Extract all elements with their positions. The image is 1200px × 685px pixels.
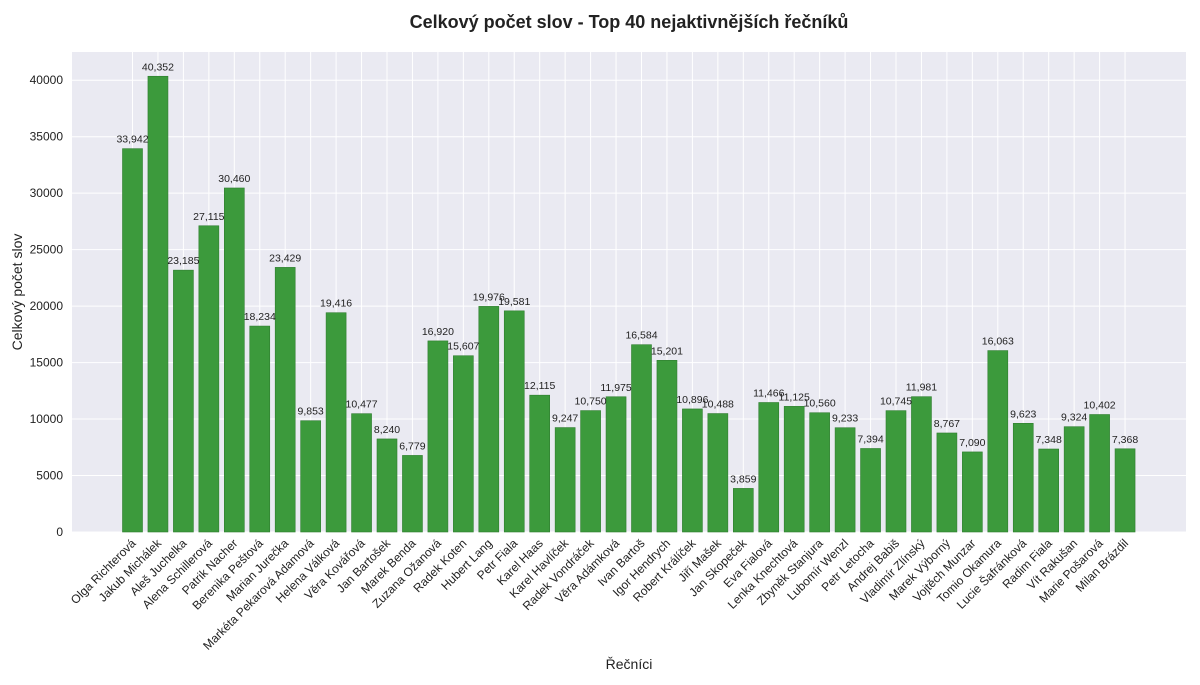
data-label: 8,767	[934, 418, 960, 430]
bar	[809, 412, 830, 533]
bar	[554, 427, 576, 533]
bar	[402, 455, 423, 533]
y-tick-label: 10000	[30, 412, 64, 426]
bar	[427, 340, 449, 533]
bar	[173, 269, 194, 533]
bar	[147, 75, 169, 533]
bar	[529, 394, 551, 533]
bar	[860, 448, 881, 533]
data-label: 10,896	[676, 394, 708, 406]
data-label: 15,201	[651, 345, 683, 357]
data-label: 16,920	[422, 326, 454, 338]
data-label: 7,348	[1036, 434, 1062, 446]
bar	[351, 413, 372, 533]
data-label: 6,779	[399, 440, 425, 452]
bar	[478, 306, 500, 533]
bar	[834, 427, 856, 533]
data-label: 10,745	[880, 396, 912, 408]
data-label: 19,976	[473, 291, 505, 303]
data-label: 7,368	[1112, 434, 1138, 446]
data-label: 9,324	[1061, 412, 1087, 424]
bar	[707, 413, 729, 533]
bar	[580, 410, 601, 533]
bar	[962, 451, 983, 533]
bar	[376, 438, 398, 533]
bar	[1114, 448, 1136, 533]
data-label: 9,623	[1010, 408, 1036, 420]
bar	[911, 396, 932, 533]
data-label: 19,416	[320, 298, 352, 310]
y-tick-label: 30000	[30, 186, 64, 200]
data-label: 33,942	[116, 134, 148, 146]
y-tick-label: 35000	[30, 130, 64, 144]
data-label: 7,394	[857, 433, 883, 445]
bar	[1012, 423, 1034, 533]
bar	[122, 148, 143, 533]
y-tick-label: 5000	[36, 469, 63, 483]
bar	[224, 187, 245, 533]
data-label: 7,090	[959, 437, 985, 449]
x-axis-label: Řečníci	[606, 656, 653, 672]
data-label: 10,402	[1084, 400, 1116, 412]
data-label: 9,853	[298, 406, 324, 418]
bar	[936, 432, 958, 533]
bar	[987, 350, 1009, 533]
data-label: 40,352	[142, 61, 174, 73]
data-label: 9,247	[552, 413, 578, 425]
bar	[300, 420, 321, 533]
bar	[453, 355, 474, 533]
y-axis-label: Celkový počet slov	[9, 234, 25, 351]
data-label: 10,560	[804, 398, 836, 410]
data-label: 16,063	[982, 336, 1014, 348]
data-label: 11,975	[600, 382, 631, 394]
bar	[758, 402, 780, 533]
data-label: 3,859	[730, 473, 756, 485]
bar	[1038, 448, 1059, 533]
bar	[605, 396, 627, 533]
data-label: 16,584	[625, 330, 657, 342]
bar	[732, 488, 754, 533]
y-tick-label: 25000	[30, 243, 64, 257]
data-label: 10,477	[345, 399, 377, 411]
bar	[885, 410, 907, 533]
data-label: 23,185	[167, 255, 199, 267]
bar	[656, 360, 678, 533]
bar	[682, 408, 703, 533]
bar	[631, 344, 652, 533]
data-label: 19,581	[498, 296, 530, 308]
data-label: 10,750	[575, 396, 607, 408]
data-label: 27,115	[193, 211, 224, 223]
bar	[249, 325, 271, 533]
bar	[274, 267, 296, 533]
bar	[1063, 426, 1085, 533]
data-label: 15,607	[447, 341, 479, 353]
data-label: 11,466	[753, 388, 784, 400]
chart-title: Celkový počet slov - Top 40 nejaktivnějš…	[410, 12, 849, 32]
data-label: 18,234	[244, 311, 276, 323]
bar	[1089, 414, 1110, 533]
bar	[198, 225, 220, 533]
bar	[325, 312, 347, 533]
data-label: 10,488	[702, 399, 734, 411]
data-label: 12,115	[524, 380, 555, 392]
bar	[783, 406, 805, 533]
y-tick-label: 0	[56, 525, 63, 539]
data-label: 30,460	[218, 173, 250, 185]
data-label: 11,125	[779, 391, 810, 403]
data-label: 23,429	[269, 252, 301, 264]
bar	[503, 310, 525, 533]
data-label: 8,240	[374, 424, 400, 436]
y-tick-label: 40000	[30, 73, 64, 87]
data-label: 11,981	[906, 382, 937, 394]
y-tick-label: 20000	[30, 299, 64, 313]
y-tick-label: 15000	[30, 356, 64, 370]
data-label: 9,233	[832, 413, 858, 425]
